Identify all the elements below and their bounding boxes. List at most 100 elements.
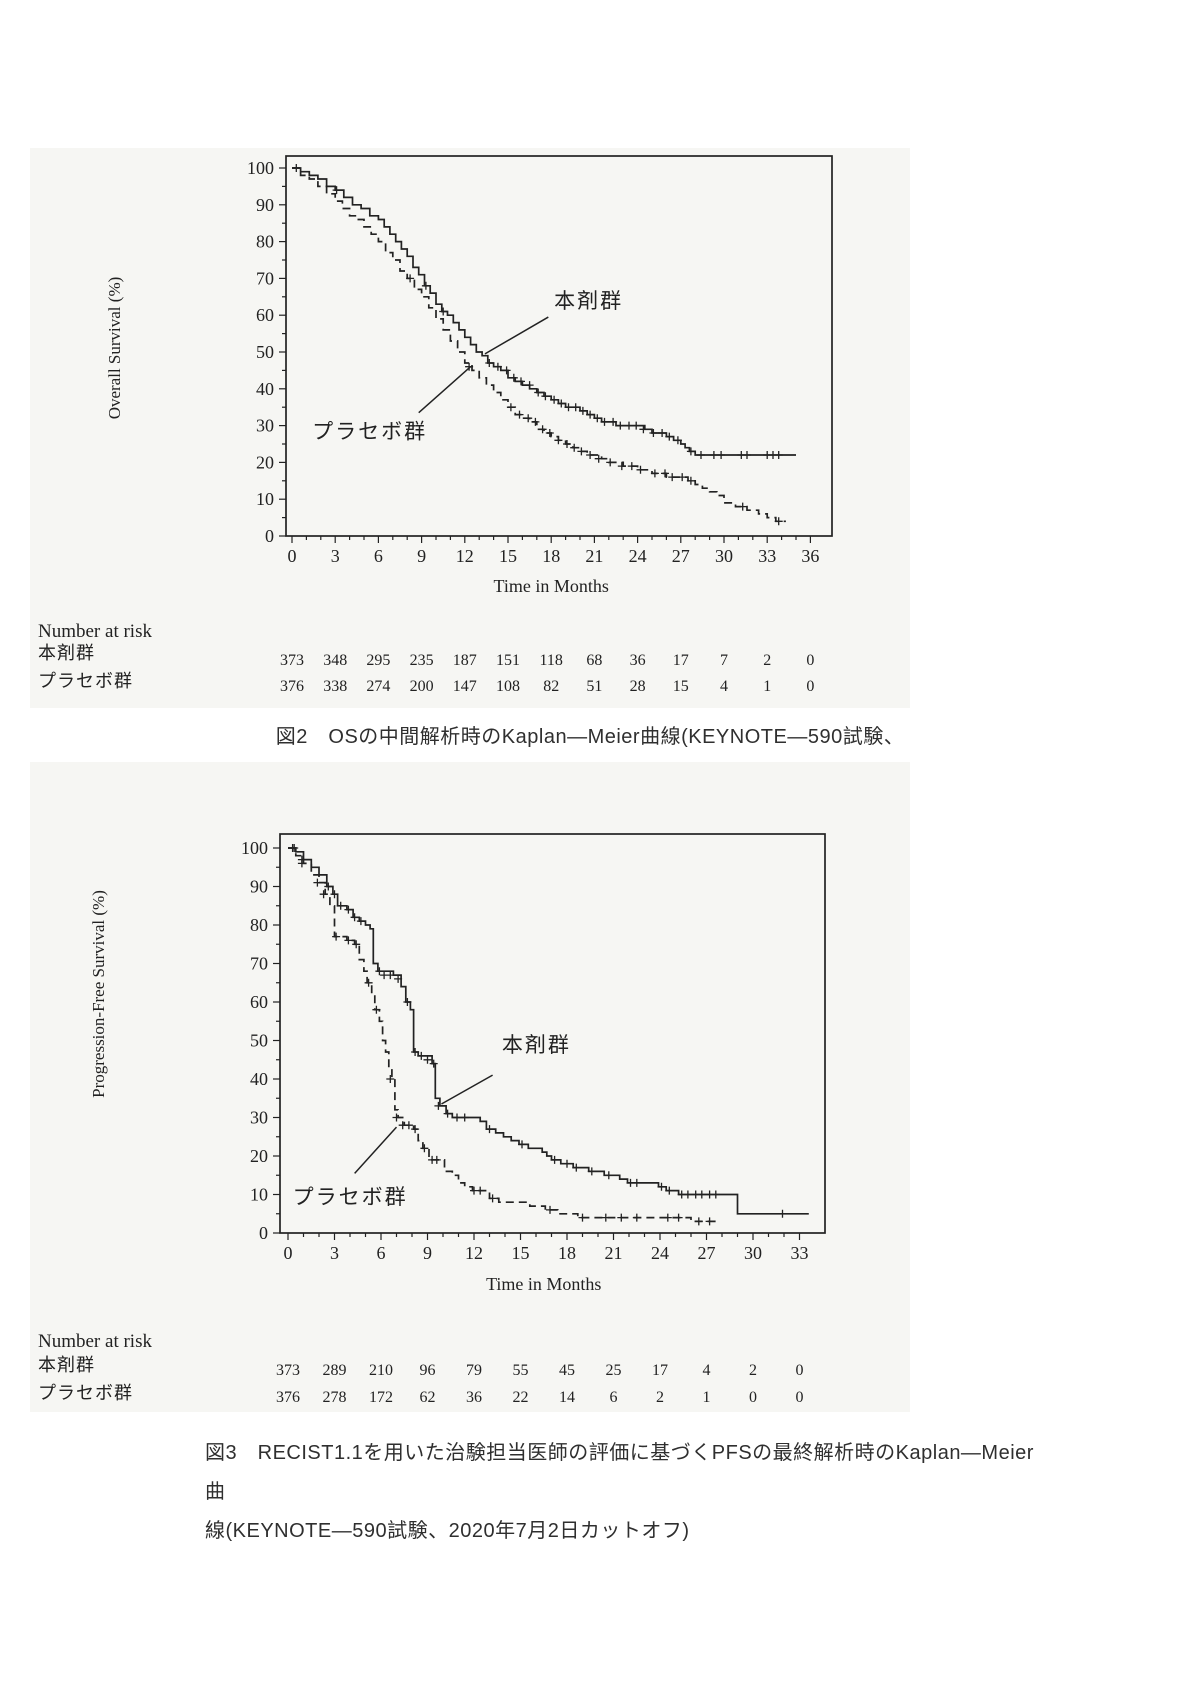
- risk-value: 338: [323, 678, 347, 695]
- annotation-leader-line: [354, 1126, 398, 1174]
- y-tick-label: 30: [250, 1108, 268, 1128]
- censor-marks-placebo: [406, 274, 783, 526]
- risk-value: 14: [559, 1389, 575, 1406]
- risk-value: 1: [763, 678, 771, 695]
- risk-row-label: プラセボ群: [38, 671, 133, 691]
- x-tick-label: 6: [377, 1243, 386, 1263]
- risk-value: 45: [559, 1362, 575, 1379]
- risk-value: 25: [606, 1362, 622, 1379]
- y-tick-label: 10: [256, 489, 274, 509]
- x-tick-label: 12: [465, 1243, 483, 1263]
- risk-value: 15: [673, 678, 689, 695]
- curve-label: プラセボ群: [312, 420, 427, 443]
- y-tick-label: 40: [250, 1069, 268, 1089]
- risk-value: 55: [513, 1362, 529, 1379]
- figure3-caption: 図3 RECIST1.1を用いた治験担当医師の評価に基づくPFSの最終解析時のK…: [205, 1434, 1035, 1551]
- risk-value: 2: [749, 1362, 757, 1379]
- risk-value: 373: [280, 652, 304, 669]
- curve-label: プラセボ群: [293, 1186, 408, 1209]
- risk-value: 373: [276, 1362, 300, 1379]
- plot-frame: [279, 833, 826, 1234]
- km-curve-treatment: [292, 167, 796, 456]
- y-tick-label: 20: [256, 452, 274, 472]
- os-kaplan-meier-chart: 0 3 6 9 12 15 18 21 24 27 30 33 36010203040506070809…: [38, 155, 833, 695]
- x-tick-label: 27: [698, 1243, 716, 1263]
- risk-row-label: 本剤群: [38, 643, 95, 663]
- x-axis-title: Time in Months: [494, 576, 609, 596]
- risk-value: 0: [749, 1389, 757, 1406]
- figure2-caption-line1: 図2 OSの中間解析時のKaplan—Meier曲線(KEYNOTE—590試験…: [275, 726, 905, 748]
- plot-frame: [285, 155, 833, 537]
- x-tick-label: 0: [288, 546, 297, 566]
- km-curve-placebo: [292, 167, 786, 523]
- risk-value: 0: [796, 1362, 804, 1379]
- km-curve-treatment: [288, 847, 809, 1215]
- y-tick-label: 50: [250, 1031, 268, 1051]
- risk-value: 4: [703, 1362, 711, 1379]
- risk-value: 200: [410, 678, 434, 695]
- x-tick-label: 15: [499, 546, 517, 566]
- y-tick-label: 60: [250, 992, 268, 1012]
- x-tick-label: 15: [512, 1243, 530, 1263]
- y-tick-label: 80: [256, 232, 274, 252]
- risk-value: 62: [420, 1389, 436, 1406]
- y-tick-label: 0: [259, 1223, 268, 1243]
- x-tick-label: 24: [629, 546, 647, 566]
- risk-value: 289: [323, 1362, 347, 1379]
- x-tick-label: 12: [456, 546, 474, 566]
- figure-pfs-scan-block: 0 3 6 9 12 15 18 21 24 27 30 33 0 10 20 30 40 50 60 70 80 90 1…: [30, 762, 910, 1412]
- y-tick-label: 0: [265, 526, 274, 546]
- risk-value: 0: [796, 1389, 804, 1406]
- number-at-risk-header: Number at risk: [38, 621, 152, 642]
- y-tick-label: 60: [256, 305, 274, 325]
- y-tick-label: 90: [250, 877, 268, 897]
- x-tick-label: 33: [758, 546, 776, 566]
- x-tick-label: 30: [744, 1243, 762, 1263]
- risk-value: 348: [323, 652, 347, 669]
- y-tick-label: 20: [250, 1146, 268, 1166]
- risk-value: 376: [280, 678, 304, 695]
- risk-value: 172: [369, 1389, 393, 1406]
- x-tick-label: 9: [417, 546, 426, 566]
- risk-row-label: 本剤群: [38, 1355, 95, 1375]
- x-tick-label: 0: [284, 1243, 293, 1263]
- risk-value: 1: [703, 1389, 711, 1406]
- risk-value: 278: [323, 1389, 347, 1406]
- y-tick-label: 100: [241, 838, 268, 858]
- risk-value: 118: [539, 652, 562, 669]
- x-tick-label: 33: [791, 1243, 809, 1263]
- risk-value: 82: [543, 678, 559, 695]
- curve-label: 本剤群: [502, 1034, 571, 1057]
- pfs-kaplan-meier-chart: 0 3 6 9 12 15 18 21 24 27 30 3301020304050607080901…: [38, 833, 826, 1406]
- x-tick-label: 3: [330, 1243, 339, 1263]
- annotation-leader-line: [441, 1074, 493, 1105]
- risk-value: 0: [806, 652, 814, 669]
- risk-value: 7: [720, 652, 728, 669]
- risk-value: 147: [453, 678, 477, 695]
- risk-value: 28: [630, 678, 646, 695]
- risk-value: 2: [656, 1389, 664, 1406]
- risk-value: 6: [610, 1389, 618, 1406]
- risk-value: 235: [410, 652, 434, 669]
- risk-value: 79: [466, 1362, 482, 1379]
- risk-value: 36: [466, 1389, 482, 1406]
- risk-value: 68: [586, 652, 602, 669]
- y-tick-label: 90: [256, 195, 274, 215]
- risk-value: 295: [366, 652, 390, 669]
- y-tick-label: 10: [250, 1185, 268, 1205]
- x-tick-label: 36: [801, 546, 819, 566]
- x-tick-label: 9: [423, 1243, 432, 1263]
- number-at-risk-header: Number at risk: [38, 1331, 152, 1352]
- censor-marks-placebo: [290, 844, 714, 1226]
- x-tick-label: 6: [374, 546, 383, 566]
- risk-value: 187: [453, 652, 477, 669]
- x-tick-label: 18: [542, 546, 560, 566]
- y-tick-label: 50: [256, 342, 274, 362]
- risk-value: 22: [513, 1389, 529, 1406]
- figure-os-scan-block: 0 3 6 9 12 15 18 21 24 27 30 33 36 0 10 20 30 40 50 60 70 80 9…: [30, 148, 910, 708]
- y-axis-title: Progression-Free Survival (%): [89, 890, 108, 1098]
- risk-value: 210: [369, 1362, 393, 1379]
- figure3-caption-line1: 図3 RECIST1.1を用いた治験担当医師の評価に基づくPFSの最終解析時のK…: [205, 1442, 1034, 1503]
- x-tick-label: 30: [715, 546, 733, 566]
- y-axis-title: Overall Survival (%): [105, 277, 124, 420]
